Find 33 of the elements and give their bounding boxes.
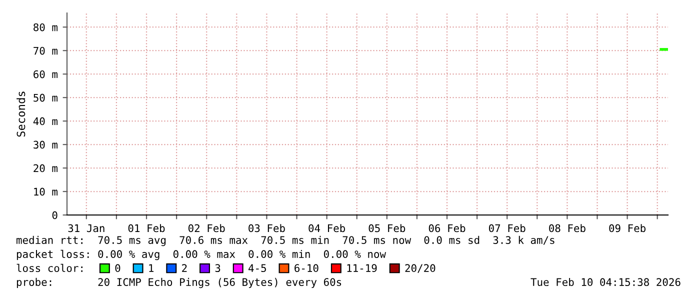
x-tick-label: 01 Feb — [128, 224, 165, 232]
text: median rtt: 70.5 ms avg 70.6 ms max 70.5 ms min 70.5 ms now 0.0 ms sd 3.3 k am/s — [16, 236, 554, 246]
legend-label: 3 — [215, 264, 220, 272]
text: Tue Feb 10 04:15:38 2026 — [530, 278, 680, 286]
x-tick-label: 31 Jan — [68, 224, 104, 232]
x-tick-label: 03 Feb — [248, 224, 285, 232]
x-tick-label: 09 Feb — [609, 224, 646, 232]
text: loss color: — [16, 264, 82, 272]
x-tick-label: 02 Feb — [188, 224, 225, 232]
x-tick-label: 05 Feb — [368, 224, 406, 232]
y-tick-label: 0 — [52, 211, 58, 220]
text: probe: 20 ICMP Echo Pings (56 Bytes) every 60s — [16, 278, 342, 288]
y-tick-label: 50 m — [34, 94, 58, 102]
legend-label: 6-10 — [294, 264, 318, 272]
legend-label: 0 — [115, 264, 120, 272]
legend-label: 1 — [149, 264, 154, 272]
y-tick-label: 10 m — [34, 188, 58, 196]
legend-label: 20/20 — [405, 264, 436, 273]
y-axis-title: Seconds — [16, 92, 26, 137]
legend-label: 2 — [182, 264, 187, 272]
y-tick-label: 70 m — [34, 46, 58, 55]
y-tick-label: 20 m — [34, 164, 58, 172]
y-tick-label: 40 m — [33, 117, 58, 126]
x-tick-label: 08 Feb — [549, 224, 586, 232]
legend-label: 11-19 — [347, 264, 377, 272]
text: packet loss: 0.00 % avg 0.00 % max 0.00 % min 0.00 % now — [16, 250, 386, 260]
x-tick-label: 04 Feb — [308, 224, 346, 232]
y-tick-label: 60 m — [34, 70, 58, 78]
y-tick-label: 80 m — [34, 23, 58, 32]
legend-label: 4-5 — [248, 264, 266, 272]
x-tick-label: 07 Feb — [488, 224, 526, 232]
y-tick-label: 30 m — [34, 140, 58, 149]
x-tick-label: 06 Feb — [428, 224, 466, 232]
